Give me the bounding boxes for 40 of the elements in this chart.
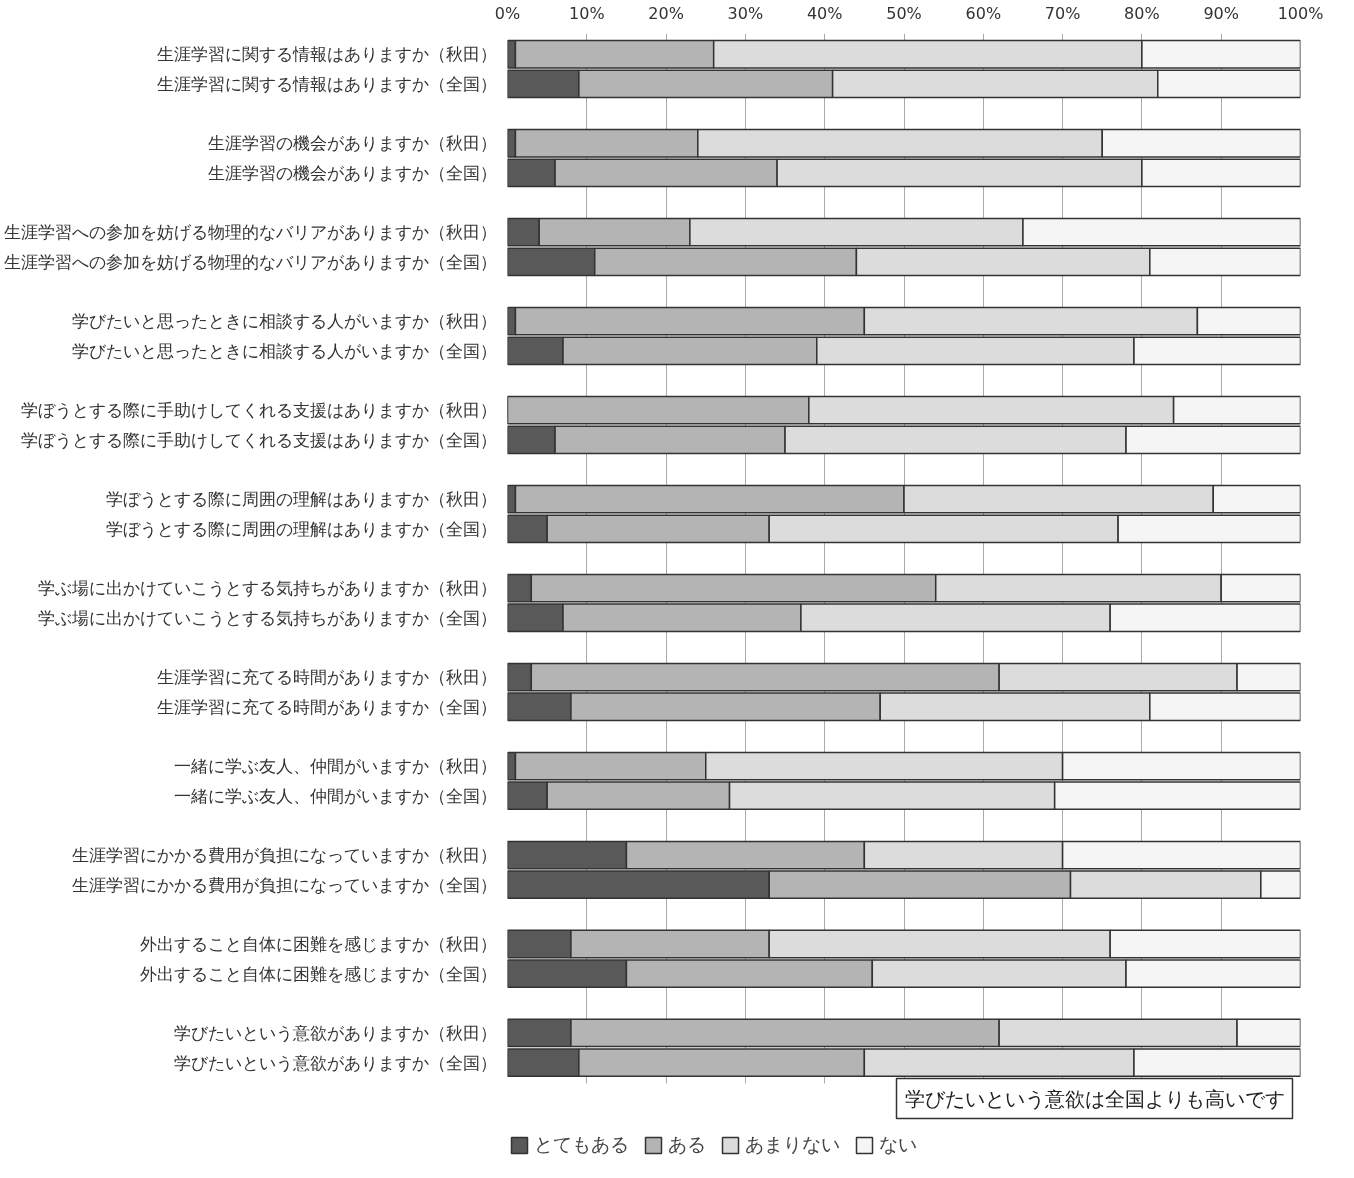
y-tick-label: 学ぼうとする際に手助けしてくれる支援はありますか（秋田） — [20, 400, 497, 421]
y-tick-label: 学ぼうとする際に周囲の理解はありますか（全国） — [105, 518, 497, 539]
legend-label: ある — [668, 1132, 706, 1157]
x-tick-label: 70% — [1044, 3, 1081, 23]
x-tick-label: 30% — [727, 3, 764, 23]
x-tick-label: 90% — [1203, 3, 1239, 23]
y-tick-label: 生涯学習の機会がありますか（秋田） — [207, 133, 497, 154]
y-tick-label: 学ぼうとする際に周囲の理解はありますか（秋田） — [105, 489, 497, 510]
y-tick-label: 学びたいという意欲がありますか（秋田） — [173, 1022, 497, 1043]
y-tick-label: 学びたいと思ったときに相談する人がいますか（全国） — [71, 340, 497, 361]
y-tick-label: 一緒に学ぶ友人、仲間がいますか（全国） — [173, 785, 497, 806]
y-tick-label: 生涯学習に関する情報はありますか（全国） — [156, 73, 497, 94]
y-tick-label: 外出すること自体に困難を感じますか（秋田） — [139, 934, 497, 954]
y-tick-label: 学ぶ場に出かけていこうとする気持ちがありますか（秋田） — [37, 578, 497, 599]
x-tick-label: 80% — [1124, 3, 1160, 23]
y-tick-label: 生涯学習にかかる費用が負担になっていますか（全国） — [71, 874, 497, 895]
y-tick-label: 学びたいと思ったときに相談する人がいますか（秋田） — [71, 311, 497, 332]
y-tick-label: 一緒に学ぶ友人、仲間がいますか（秋田） — [173, 756, 497, 777]
legend-label: とてもある — [534, 1132, 629, 1157]
y-tick-label: 外出すること自体に困難を感じますか（全国） — [139, 963, 497, 984]
x-tick-label: 100% — [1277, 3, 1324, 23]
y-tick-label: 学ぼうとする際に手助けしてくれる支援はありますか（全国） — [20, 429, 497, 450]
y-tick-label: 生涯学習への参加を妨げる物理的なバリアがありますか（全国） — [3, 251, 497, 272]
x-tick-label: 10% — [569, 3, 605, 23]
legend-label: あまりない — [745, 1132, 840, 1157]
legend-label: ない — [879, 1132, 917, 1157]
x-tick-label: 60% — [965, 3, 1002, 23]
y-tick-label: 生涯学習への参加を妨げる物理的なバリアがありますか（秋田） — [3, 222, 497, 243]
y-tick-label: 生涯学習に充てる時間がありますか（秋田） — [156, 667, 497, 688]
x-tick-label: 40% — [806, 3, 843, 23]
x-tick-label: 20% — [648, 3, 684, 23]
text: 学びたいという意欲は全国よりも高いです — [904, 1086, 1285, 1111]
y-tick-label: 生涯学習にかかる費用が負担になっていますか（秋田） — [71, 845, 497, 866]
y-tick-label: 生涯学習に関する情報はありますか（秋田） — [156, 44, 497, 65]
y-tick-label: 学ぶ場に出かけていこうとする気持ちがありますか（全国） — [37, 607, 497, 628]
x-tick-label: 50% — [886, 3, 922, 23]
x-tick-label: 0% — [494, 3, 521, 23]
y-tick-label: 生涯学習の機会がありますか（全国） — [207, 162, 497, 183]
y-tick-label: 生涯学習に充てる時間がありますか（全国） — [156, 696, 497, 717]
y-tick-label: 学びたいという意欲がありますか（全国） — [173, 1052, 497, 1073]
